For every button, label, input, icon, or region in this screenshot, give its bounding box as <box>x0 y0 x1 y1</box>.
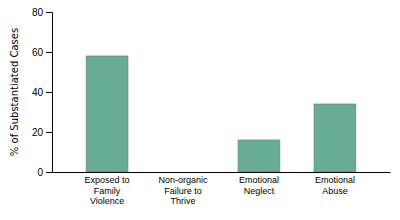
x-tick-label-line: Emotional <box>315 175 355 185</box>
x-tick: EmotionalAbuse <box>315 175 355 195</box>
x-tick-label: EmotionalNeglect <box>239 175 279 195</box>
y-tick-label: 20 <box>32 127 44 138</box>
x-tick-label-line: Violence <box>90 196 124 206</box>
y-tick: 0 <box>37 167 52 178</box>
x-tick-label: EmotionalAbuse <box>315 175 355 195</box>
bar <box>238 140 280 172</box>
y-axis-line <box>46 13 53 173</box>
x-tick-label-line: Emotional <box>239 175 279 185</box>
y-tick: 20 <box>32 127 52 138</box>
y-axis: 0 20 40 60 80 <box>32 7 53 178</box>
x-tick-label-line: Failure to <box>164 186 202 196</box>
y-tick: 40 <box>32 87 52 98</box>
chart: 0 20 40 60 80 Exposed toFamilyViolence Non-org… <box>0 0 400 220</box>
y-tick-mark <box>46 132 52 133</box>
y-tick-label: 60 <box>32 47 44 58</box>
bar <box>86 56 128 172</box>
y-tick-mark <box>46 12 52 13</box>
y-tick-label: 0 <box>37 167 43 178</box>
x-tick-label-line: Exposed to <box>85 175 130 185</box>
bar <box>314 104 356 172</box>
x-tick-label-line: Family <box>94 186 121 196</box>
y-tick-label: 80 <box>32 7 44 18</box>
x-tick-label-line: Neglect <box>244 186 275 196</box>
y-tick-mark <box>46 52 52 53</box>
x-tick: Exposed toFamilyViolence <box>85 175 130 206</box>
y-axis-title: % of Substantiated Cases <box>9 28 20 156</box>
bar <box>162 172 204 173</box>
y-tick-label: 40 <box>32 87 44 98</box>
x-tick: EmotionalNeglect <box>239 175 279 195</box>
x-tick: Non-organicFailure toThrive <box>159 175 209 206</box>
plot-area <box>86 56 356 172</box>
x-tick-label: Exposed toFamilyViolence <box>85 175 130 206</box>
y-tick-mark <box>46 92 52 93</box>
x-tick-label-line: Abuse <box>322 186 348 196</box>
x-tick-label-line: Non-organic <box>159 175 209 185</box>
x-tick-label: Non-organicFailure toThrive <box>159 175 209 206</box>
x-axis-line <box>53 172 391 173</box>
x-axis: Exposed toFamilyViolence Non-organicFailu… <box>53 173 391 207</box>
x-tick-label-line: Thrive <box>171 196 196 206</box>
y-tick: 60 <box>32 47 52 58</box>
y-tick-mark <box>46 172 52 173</box>
y-tick: 80 <box>32 7 52 18</box>
